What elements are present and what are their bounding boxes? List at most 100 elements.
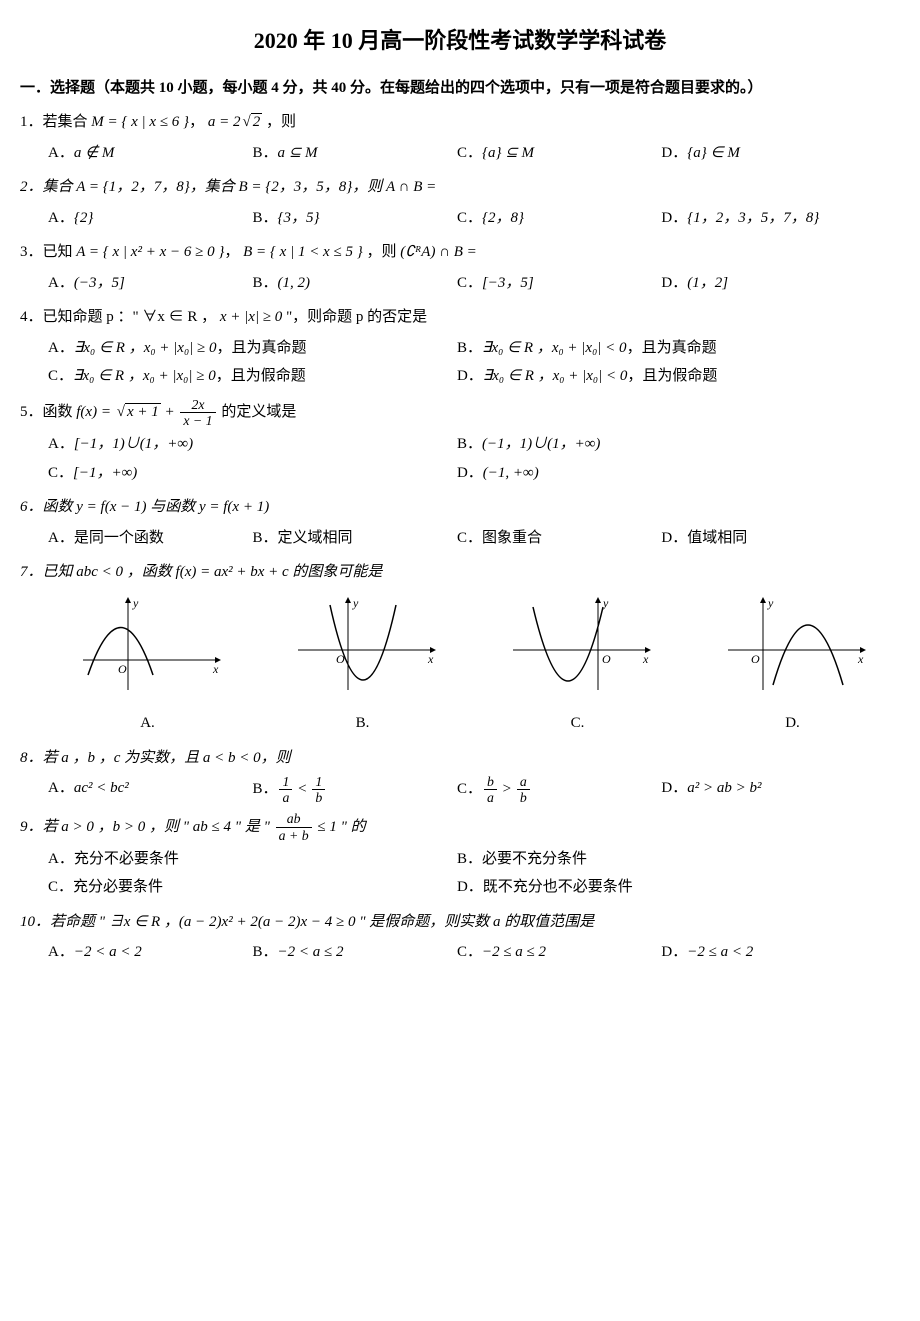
q9-pre: 9．若 a > 0 ，b > 0 ，则 " ab ≤ 4 " 是 " [20,819,274,835]
q9-B-text: 必要不充分条件 [482,851,587,867]
exam-title: 2020 年 10 月高一阶段性考试数学学科试卷 [20,20,900,62]
q2-D-text: {1，2，3，5，7，8} [687,210,819,226]
q4-opt-A: A．∃x₀ ∈ R ，x₀ + |x₀| ≥ 0，且为真命题 [48,334,457,363]
section-1-header: 一．选择题（本题共 10 小题，每小题 4 分，共 40 分。在每题给出的四个选… [20,74,900,103]
parabola-d-icon: x y O [718,595,868,695]
q3-B-set: B = { x | 1 < x ≤ 5 } [243,244,363,260]
q4-C-pre: ∃x₀ ∈ R ， [73,368,143,384]
q5-frac: 2xx − 1 [180,397,215,428]
q6-B-text: 定义域相同 [277,530,352,546]
q9-opt-B: B．必要不充分条件 [457,845,866,874]
q4-stem: 4．已知命题 p ：" ∀x ∈ R ， x + |x| ≥ 0 "，则命题 p… [20,309,427,325]
q3-mid: ，则 [366,244,400,260]
q7-graph-B: x y O B. [288,595,438,738]
q8-opt-B: B．1a < 1b [252,774,456,805]
q6-stem: 6．函数 y = f(x − 1) 与函数 y = f(x + 1) [20,499,269,515]
q10-D-text: −2 ≤ a < 2 [687,944,753,960]
q9-options: A．充分不必要条件 B．必要不充分条件 C．充分必要条件 D．既不充分也不必要条… [48,845,900,902]
q2-stem: 2．集合 A = {1，2，7，8}，集合 B = {2，3，5，8}，则 A … [20,179,436,195]
q1-stem-post: ，则 [266,114,296,130]
q10-opt-C: C．−2 ≤ a ≤ 2 [457,938,661,967]
question-7: 7．已知 abc < 0 ，函数 f(x) = ax² + bx + c 的图象… [20,558,900,738]
question-4: 4．已知命题 p ：" ∀x ∈ R ， x + |x| ≥ 0 "，则命题 p… [20,303,900,391]
q2-B-text: {3，5} [277,210,319,226]
q2-A-text: {2} [74,210,94,226]
q7-graph-A: x y O A. [73,595,223,738]
q3-expr: (∁ᴿA) ∩ B = [400,244,477,260]
q1-a-eq: a = 2 [208,114,241,130]
question-3: 3．已知 A = { x | x² + x − 6 ≥ 0 }， B = { x… [20,238,900,297]
q9-stem: 9．若 a > 0 ，b > 0 ，则 " ab ≤ 4 " 是 " aba +… [20,819,366,835]
q2-opt-D: D．{1，2，3，5，7，8} [661,204,865,233]
q4-A-mid: x₀ + |x₀| ≥ 0 [144,340,217,356]
q3-options: A．(−3，5] B．(1, 2) C．[−3，5] D．(1，2] [48,269,900,298]
q3-D-text: (1，2] [687,275,728,291]
q5-stem: 5．函数 f(x) = x + 1 + 2xx − 1 的定义域是 [20,404,296,420]
q7-label-A: A. [73,709,223,738]
q1-opt-B: B．a ⊆ M [252,139,456,168]
q1-C-text: {a} ⊆ M [482,145,534,161]
q5-C-text: [−1，+∞) [73,465,137,481]
q9-den: a + b [276,828,312,843]
q5-post: 的定义域是 [221,404,296,420]
q5-opt-D: D．(−1, +∞) [457,459,866,488]
q1-opt-D: D．{a} ∈ M [661,139,865,168]
q7-B-y: y [352,596,359,610]
q5-A-text: [−1，1)∪(1，+∞) [74,436,193,452]
q1-opt-A: A．a ∉ M [48,139,252,168]
q6-opt-D: D．值域相同 [661,524,865,553]
q9-opt-A: A．充分不必要条件 [48,845,457,874]
q3-B-text: (1, 2) [277,275,310,291]
q4-D-mid: x₀ + |x₀| < 0 [553,368,628,384]
q1-set-M: M = { x | x ≤ 6 } [91,114,189,130]
q8-C-f1: ba [484,774,497,805]
q10-B-text: −2 < a ≤ 2 [277,944,343,960]
q4-C-post: ，且为假命题 [216,368,306,384]
q1-opt-C: C．{a} ⊆ M [457,139,661,168]
q4-B-pre: ∃x₀ ∈ R ， [482,340,552,356]
q3-pre: 3．已知 [20,244,76,260]
q5-opt-A: A．[−1，1)∪(1，+∞) [48,430,457,459]
q4-opt-D: D．∃x₀ ∈ R ，x₀ + |x₀| < 0，且为假命题 [457,362,866,391]
q1-B-text: a ⊆ M [277,145,317,161]
q7-D-y: y [767,596,774,610]
q9-opt-D: D．既不充分也不必要条件 [457,873,866,902]
q4-C-mid: x₀ + |x₀| ≥ 0 [143,368,216,384]
q9-num: ab [276,811,312,827]
q5-plus: + [164,404,178,420]
q9-frac: aba + b [276,811,312,842]
q4-post: "，则命题 p 的否定是 [286,309,427,325]
q1-options: A．a ∉ M B．a ⊆ M C．{a} ⊆ M D．{a} ∈ M [48,139,900,168]
q4-B-mid: x₀ + |x₀| < 0 [552,340,627,356]
parabola-a-icon: x y O [73,595,223,695]
q7-graph-D: x y O D. [718,595,868,738]
q3-opt-C: C．[−3，5] [457,269,661,298]
q3-opt-B: B．(1, 2) [252,269,456,298]
q8-C-d1: a [484,790,497,805]
q10-C-text: −2 ≤ a ≤ 2 [482,944,546,960]
q10-opt-A: A．−2 < a < 2 [48,938,252,967]
q2-opt-A: A．{2} [48,204,252,233]
q4-options: A．∃x₀ ∈ R ，x₀ + |x₀| ≥ 0，且为真命题 B．∃x₀ ∈ R… [48,334,900,391]
q2-opt-C: C．{2，8} [457,204,661,233]
q1-stem: 1．若集合 M = { x | x ≤ 6 }， a = 22 ，则 [20,114,296,130]
q5-opt-C: C．[−1，+∞) [48,459,457,488]
q8-C-n1: b [484,774,497,790]
q3-stem: 3．已知 A = { x | x² + x − 6 ≥ 0 }， B = { x… [20,244,477,260]
q1-D-text: {a} ∈ M [687,145,740,161]
parabola-b-icon: x y O [288,595,438,695]
q6-opt-B: B．定义域相同 [252,524,456,553]
q5-D-text: (−1, +∞) [483,465,539,481]
question-6: 6．函数 y = f(x − 1) 与函数 y = f(x + 1) A．是同一… [20,493,900,552]
q10-opt-D: D．−2 ≤ a < 2 [661,938,865,967]
q7-graph-C: x y O C. [503,595,653,738]
q7-label-B: B. [288,709,438,738]
q7-stem: 7．已知 abc < 0 ，函数 f(x) = ax² + bx + c 的图象… [20,564,382,580]
q7-A-O: O [118,662,127,676]
q8-options: A．ac² < bc² B．1a < 1b C．ba > ab D．a² > a… [48,774,900,805]
q8-D-text: a² > ab > b² [687,780,761,796]
q8-opt-C: C．ba > ab [457,774,661,805]
q4-B-post: ，且为真命题 [627,340,717,356]
q8-B-n2: 1 [312,774,325,790]
q5-den: x − 1 [180,413,215,428]
